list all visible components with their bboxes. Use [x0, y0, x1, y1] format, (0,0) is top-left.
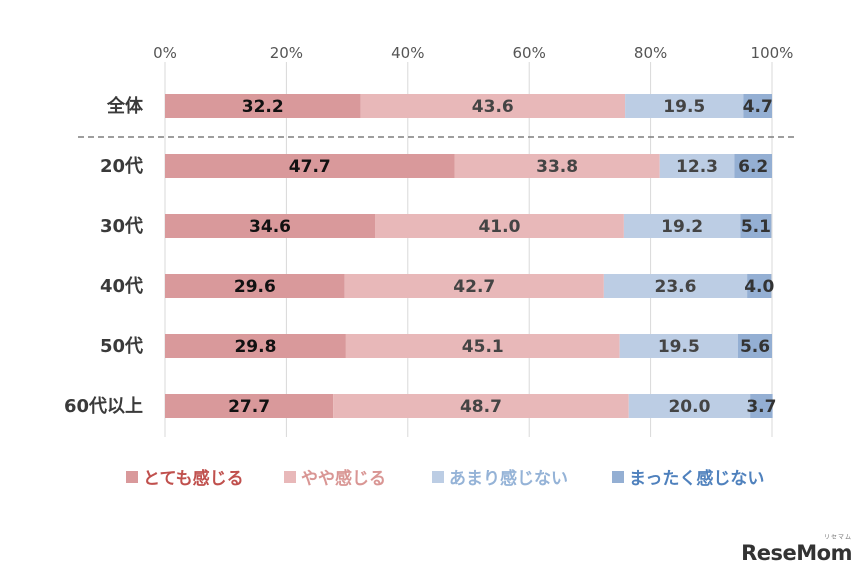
data-label: 19.5: [658, 337, 700, 357]
bar-segment: [375, 214, 624, 238]
x-tick-label: 20%: [270, 44, 303, 62]
category-label: 60代以上: [64, 396, 143, 417]
data-label: 45.1: [462, 337, 504, 357]
legend-label: あまり感じない: [449, 468, 568, 489]
category-label: 全体: [106, 95, 144, 117]
x-tick-label: 80%: [634, 44, 667, 62]
data-label: 5.1: [741, 217, 771, 237]
bar-segment: [165, 334, 346, 358]
bar-segment: [165, 214, 376, 238]
data-label: 48.7: [460, 397, 502, 417]
bar-segment: [345, 334, 620, 358]
category-label: 40代: [100, 276, 143, 297]
bar-segment: [360, 94, 626, 118]
data-label: 47.7: [289, 157, 331, 177]
legend-swatch: [612, 471, 624, 483]
data-label: 19.5: [663, 97, 705, 117]
data-label: 41.0: [478, 217, 520, 237]
logo-tagline: リセマム: [823, 534, 852, 541]
data-label: 43.6: [472, 97, 514, 117]
x-tick-label: 60%: [513, 44, 546, 62]
data-label: 27.7: [228, 397, 270, 417]
bar-segment: [454, 154, 660, 178]
resemom-logo: リセマム ReseMom: [741, 534, 852, 565]
data-label: 12.3: [676, 157, 718, 177]
data-label: 29.6: [234, 277, 276, 297]
bar-segment: [603, 274, 748, 298]
bar-segment: [165, 394, 334, 418]
legend-swatch: [284, 471, 296, 483]
data-label: 4.7: [743, 97, 773, 117]
bar-segment: [628, 394, 751, 418]
category-label: 20代: [100, 156, 143, 177]
legend-swatch: [126, 471, 138, 483]
bar-segment: [165, 94, 361, 118]
x-tick-label: 0%: [153, 44, 177, 62]
legend-label: とても感じる: [143, 468, 244, 489]
legend-swatch: [432, 471, 444, 483]
bar-segment: [623, 214, 741, 238]
logo-text: ReseMom: [741, 541, 852, 565]
x-tick-label: 100%: [751, 44, 794, 62]
data-label: 23.6: [655, 277, 697, 297]
x-tick-label: 40%: [391, 44, 424, 62]
bar-segment: [734, 154, 772, 178]
bar-segment: [165, 154, 455, 178]
data-label: 5.6: [740, 337, 770, 357]
data-label: 42.7: [453, 277, 495, 297]
bar-segment: [625, 94, 744, 118]
legend-label: やや感じる: [301, 468, 386, 489]
bar-segment: [659, 154, 735, 178]
bar-segment: [750, 394, 773, 418]
data-label: 3.7: [746, 397, 776, 417]
bar-segment: [333, 394, 629, 418]
category-label: 50代: [100, 336, 143, 357]
data-label: 32.2: [242, 97, 284, 117]
data-label: 19.2: [661, 217, 703, 237]
bar-segment: [740, 214, 772, 238]
data-label: 20.0: [668, 397, 710, 417]
bar-segment: [165, 274, 345, 298]
bar-segment: [738, 334, 772, 358]
bar-segment: [743, 94, 772, 118]
category-label: 30代: [100, 216, 143, 237]
data-label: 6.2: [738, 157, 768, 177]
data-label: 34.6: [249, 217, 291, 237]
bar-segment: [619, 334, 739, 358]
data-label: 29.8: [234, 337, 276, 357]
legend-label: まったく感じない: [629, 468, 764, 489]
data-label: 4.0: [744, 277, 774, 297]
bar-segment: [344, 274, 604, 298]
data-label: 33.8: [536, 157, 578, 177]
bar-segment: [747, 274, 772, 298]
